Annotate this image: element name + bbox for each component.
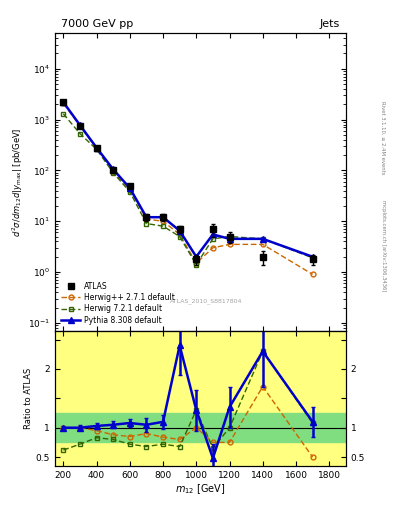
- Y-axis label: Ratio to ATLAS: Ratio to ATLAS: [24, 368, 33, 429]
- Bar: [55, 413, 346, 442]
- X-axis label: $m_{12}$ [GeV]: $m_{12}$ [GeV]: [175, 482, 226, 496]
- Text: 7000 GeV pp: 7000 GeV pp: [61, 19, 133, 29]
- Text: mcplots.cern.ch [arXiv:1306.3436]: mcplots.cern.ch [arXiv:1306.3436]: [381, 200, 386, 291]
- Y-axis label: $d^2\sigma/dm_{12}d|y_{\rm max}|$ [pb/GeV]: $d^2\sigma/dm_{12}d|y_{\rm max}|$ [pb/Ge…: [11, 127, 25, 237]
- Bar: [55, 331, 346, 466]
- Text: Rivet 3.1.10, ≥ 2.4M events: Rivet 3.1.10, ≥ 2.4M events: [381, 101, 386, 175]
- Text: ATLAS_2010_S8817804: ATLAS_2010_S8817804: [170, 298, 242, 304]
- Legend: ATLAS, Herwig++ 2.7.1 default, Herwig 7.2.1 default, Pythia 8.308 default: ATLAS, Herwig++ 2.7.1 default, Herwig 7.…: [59, 280, 177, 327]
- Text: Jets: Jets: [320, 19, 340, 29]
